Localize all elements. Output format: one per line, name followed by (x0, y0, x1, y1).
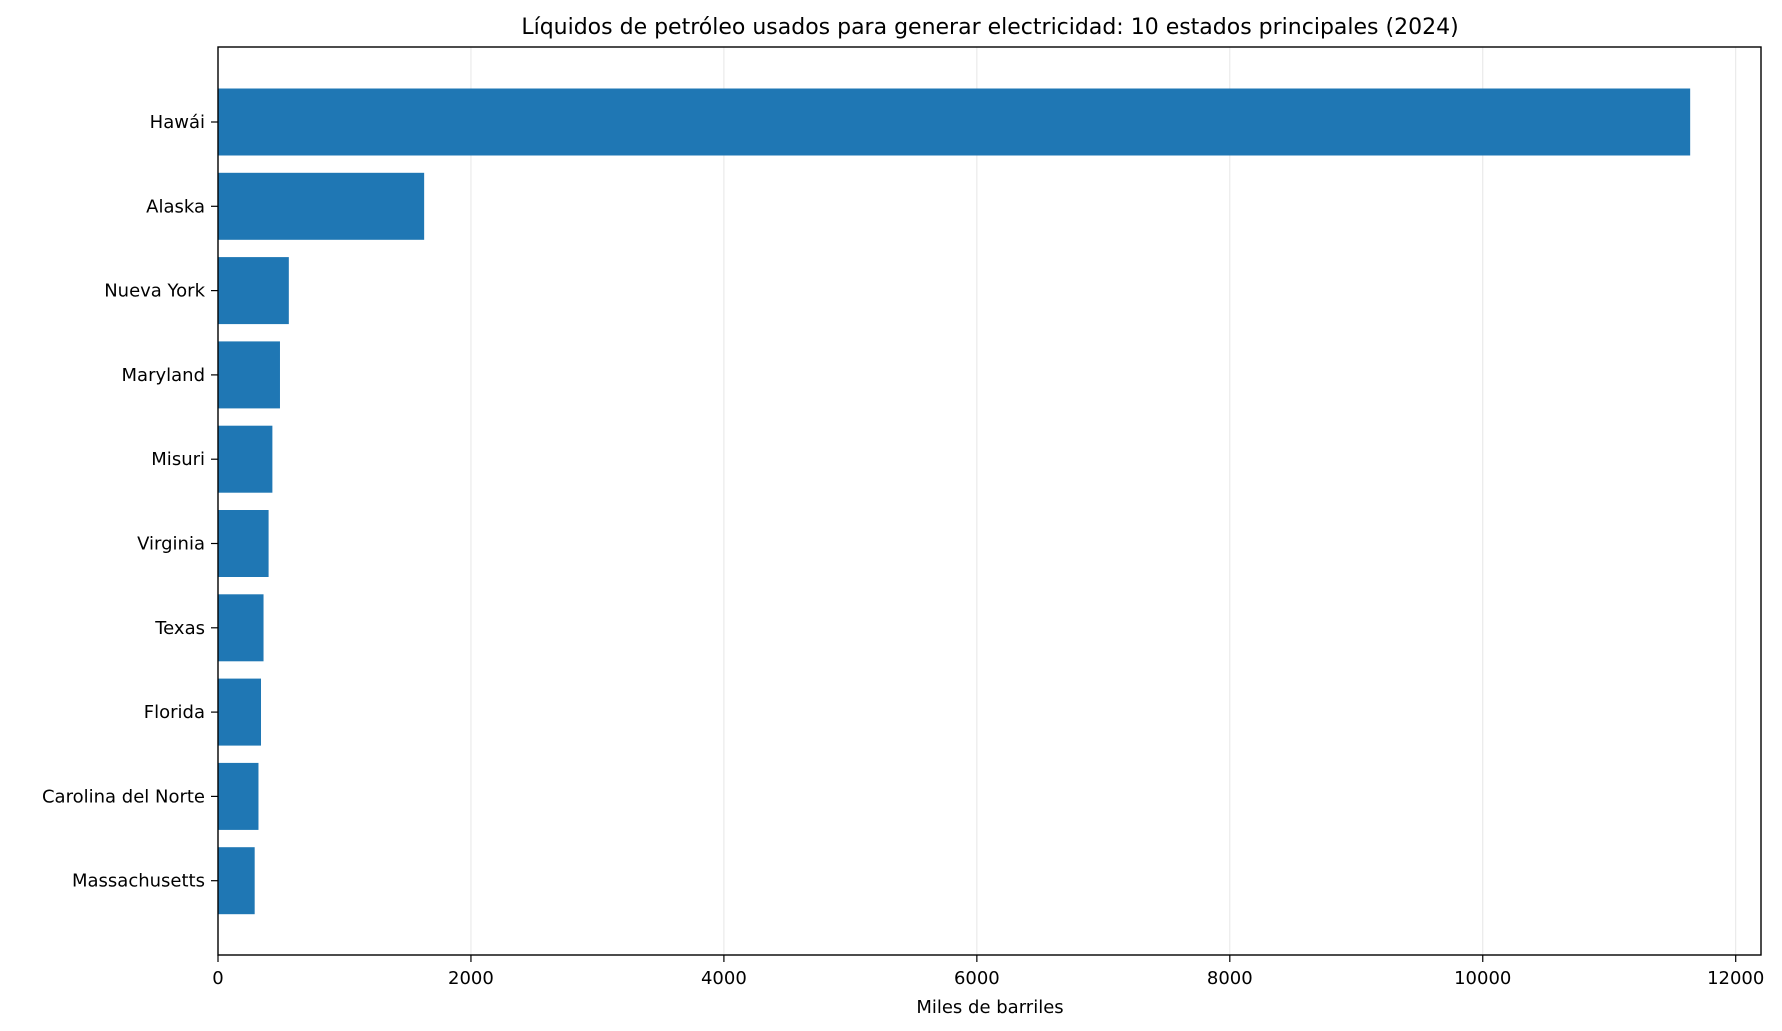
y-tick-label: Hawái (150, 112, 205, 133)
chart-title: Líquidos de petróleo usados para generar… (521, 15, 1458, 40)
x-tick-label: 2000 (448, 968, 494, 989)
grid-lines (470, 47, 1737, 955)
y-tick-label: Carolina del Norte (42, 786, 205, 807)
bar (218, 510, 269, 577)
bar (218, 425, 273, 493)
x-tick-label: 6000 (954, 968, 1000, 989)
plot-frame (217, 46, 1762, 956)
bar (218, 172, 425, 240)
x-tick-label: 8000 (1207, 968, 1253, 989)
y-tick-label: Virginia (137, 534, 205, 555)
y-tick-label: Maryland (122, 365, 205, 386)
bars (218, 88, 1691, 915)
x-axis-label: Miles de barriles (916, 997, 1063, 1018)
bar (218, 341, 280, 409)
x-tick-label: 10000 (1454, 968, 1511, 989)
y-tick-label: Florida (144, 702, 205, 723)
bar (218, 257, 289, 325)
bar (218, 88, 1691, 156)
y-tick-label: Massachusetts (72, 871, 205, 892)
x-tick-label: 4000 (701, 968, 747, 989)
y-tick-label: Texas (154, 618, 205, 639)
bar (218, 847, 255, 915)
y-tick-label: Nueva York (104, 281, 205, 302)
x-axis-ticks: 0 2000 4000 6000 8000 10000 12000 (212, 955, 1764, 989)
bar (218, 762, 259, 830)
y-tick-label: Misuri (151, 449, 205, 470)
x-tick-label: 12000 (1707, 968, 1764, 989)
x-tick-label: 0 (212, 968, 223, 989)
y-axis-ticks: Hawái Alaska Nueva York Maryland Misuri Virgi… (42, 112, 218, 892)
bar (218, 594, 264, 662)
y-tick-label: Alaska (146, 196, 205, 217)
bar (218, 678, 262, 746)
